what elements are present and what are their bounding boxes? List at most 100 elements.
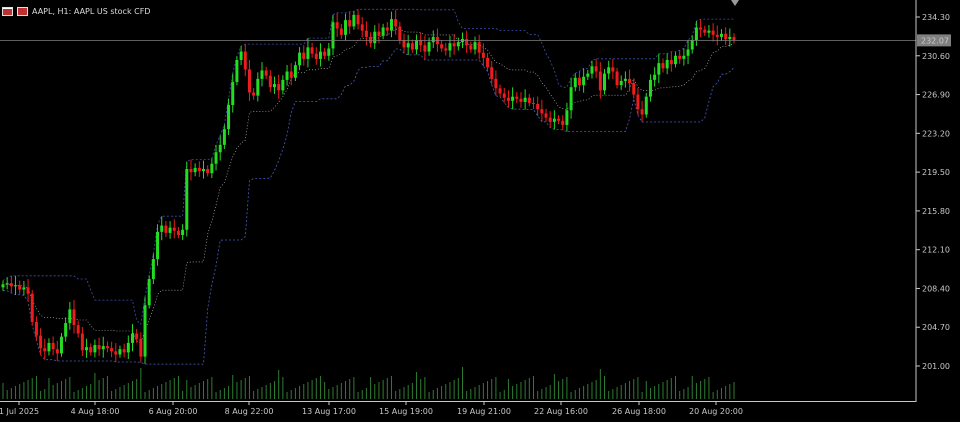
candle-body	[540, 109, 544, 114]
candle-body	[18, 285, 22, 290]
candle-body	[314, 53, 318, 59]
candle-body	[30, 293, 34, 322]
candle-body	[306, 47, 310, 59]
candle-body	[93, 345, 97, 353]
candle-body	[197, 167, 201, 172]
candle-body	[352, 14, 356, 27]
candle-body	[348, 20, 352, 27]
candle-body	[160, 225, 164, 232]
candle-body	[582, 76, 586, 86]
candle-body	[356, 14, 360, 25]
candle-body	[628, 78, 632, 84]
chart-shift-marker-icon[interactable]	[731, 0, 739, 6]
candle-body	[239, 51, 243, 60]
candle-body	[523, 97, 527, 102]
candle-body	[640, 109, 644, 115]
candle-body	[410, 43, 414, 50]
candle-body	[139, 338, 143, 357]
candle-body	[327, 48, 331, 56]
candle-body	[381, 27, 385, 36]
channel-middle-line	[2, 28, 735, 344]
candle-body	[444, 48, 448, 51]
chart-title: AAPL, H1: AAPL US stock CFD	[32, 6, 151, 16]
candle-body	[728, 36, 732, 40]
candle-body	[172, 227, 176, 231]
candle-body	[147, 279, 151, 306]
channel-lower-line	[3, 48, 735, 365]
candle-body	[331, 22, 335, 49]
candle-body	[515, 96, 519, 99]
price-tick-label: 234.30	[922, 13, 950, 22]
symbol-grid-icon[interactable]	[2, 6, 13, 16]
candle-body	[682, 55, 686, 59]
candle-body	[548, 117, 552, 122]
candle-body	[318, 51, 322, 59]
candle-body	[648, 79, 652, 97]
candle-body	[469, 45, 473, 50]
price-axis-ticks: 234.30 230.60 226.90 223.20 219.50 215.80 212.…	[916, 13, 950, 371]
candle-body	[222, 129, 226, 145]
time-tick-label: 15 Aug 19:00	[379, 407, 433, 416]
candle-body	[732, 36, 736, 41]
candle-body	[273, 84, 277, 88]
candlestick-series[interactable]	[1, 9, 736, 365]
candle-body	[519, 98, 523, 102]
candle-body	[527, 97, 531, 103]
candle-body	[636, 94, 640, 110]
candle-body	[561, 120, 565, 125]
candle-body	[623, 78, 627, 81]
candle-body	[653, 74, 657, 80]
channel-upper-line	[2, 8, 734, 325]
candle-body	[285, 71, 289, 80]
candle-body	[607, 67, 611, 74]
candle-body	[577, 77, 581, 86]
candle-body	[298, 52, 302, 66]
current-price-label: 232.07	[921, 36, 949, 45]
candle-body	[511, 96, 515, 101]
price-channel	[2, 8, 735, 365]
price-tick-label: 230.60	[922, 52, 950, 61]
candle-body	[151, 259, 155, 280]
candle-body	[394, 19, 398, 27]
candle-body	[427, 42, 431, 52]
candle-body	[235, 59, 239, 82]
candle-body	[481, 52, 485, 58]
candle-body	[389, 19, 393, 31]
candle-body	[398, 26, 402, 41]
candle-body	[344, 20, 348, 35]
candle-body	[498, 88, 502, 94]
price-tick-label: 223.20	[922, 129, 950, 138]
candle-body	[231, 81, 235, 106]
axes	[0, 0, 917, 402]
candle-body	[76, 325, 80, 334]
time-tick-label: 22 Aug 16:00	[534, 407, 588, 416]
price-tick-label: 208.40	[922, 284, 950, 293]
candle-body	[573, 77, 577, 88]
candle-body	[644, 96, 648, 115]
candle-body	[164, 225, 168, 233]
candle-body	[1, 284, 5, 288]
candle-body	[544, 113, 548, 118]
price-tick-label: 215.80	[922, 207, 950, 216]
candle-body	[586, 73, 590, 77]
time-tick-label: 6 Aug 20:00	[149, 407, 198, 416]
candle-body	[43, 348, 47, 352]
candle-body	[565, 110, 569, 125]
candle-body	[110, 348, 114, 352]
candle-body	[5, 283, 9, 285]
price-tick-label: 204.70	[922, 323, 950, 332]
candle-body	[448, 43, 452, 51]
candle-body	[59, 336, 63, 354]
candle-body	[34, 321, 38, 336]
candle-body	[657, 63, 661, 75]
chart-type-icon[interactable]	[17, 6, 28, 16]
candle-body	[674, 55, 678, 65]
candle-body	[473, 42, 477, 50]
candle-body	[506, 97, 510, 101]
candle-body	[486, 57, 490, 68]
candle-body	[557, 118, 561, 121]
candle-body	[64, 323, 68, 337]
candle-body	[490, 67, 494, 79]
